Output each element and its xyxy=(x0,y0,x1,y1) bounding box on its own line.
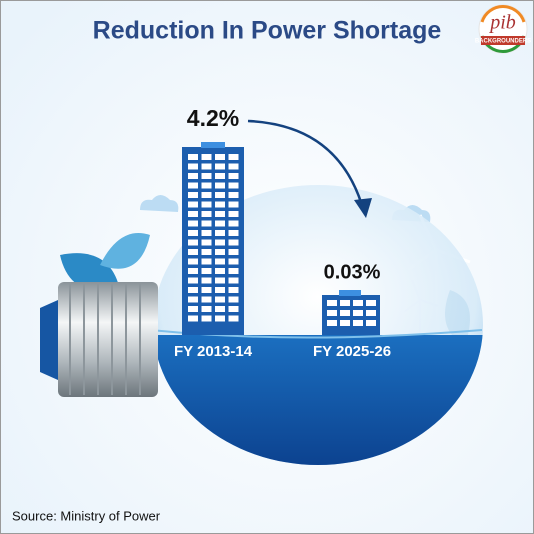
window xyxy=(201,258,212,265)
window xyxy=(188,306,198,312)
window xyxy=(215,277,225,284)
window xyxy=(188,201,198,208)
window xyxy=(201,315,212,322)
window xyxy=(228,163,239,170)
window xyxy=(201,296,212,303)
window xyxy=(327,310,337,316)
window xyxy=(228,277,239,284)
logo: pib BACKGROUNDERS xyxy=(475,4,531,54)
window xyxy=(201,277,212,284)
window xyxy=(201,211,212,217)
window xyxy=(228,192,239,198)
category-label: FY 2013-14 xyxy=(174,343,253,360)
window xyxy=(215,163,225,170)
window xyxy=(228,182,239,189)
window xyxy=(228,230,239,236)
value-label: 4.2% xyxy=(187,105,239,131)
window xyxy=(340,310,350,316)
window xyxy=(228,201,239,208)
window xyxy=(188,154,198,160)
window xyxy=(201,268,212,274)
window xyxy=(188,249,198,255)
window xyxy=(188,277,198,284)
window xyxy=(188,192,198,198)
window xyxy=(228,211,239,217)
window xyxy=(228,306,239,312)
window xyxy=(215,173,225,179)
window xyxy=(366,320,376,326)
window xyxy=(201,192,212,198)
logo-text: pib xyxy=(488,12,516,34)
window xyxy=(201,220,212,227)
window xyxy=(215,211,225,217)
window xyxy=(188,211,198,217)
window xyxy=(215,154,225,160)
arrow xyxy=(247,119,366,213)
window xyxy=(188,220,198,227)
window xyxy=(353,300,363,306)
window xyxy=(215,306,225,312)
window xyxy=(228,249,239,255)
window xyxy=(188,163,198,170)
window xyxy=(215,315,225,322)
arrow-head xyxy=(354,198,372,218)
window xyxy=(215,239,225,246)
window xyxy=(215,268,225,274)
window xyxy=(340,300,350,306)
window xyxy=(188,182,198,189)
window xyxy=(201,239,212,246)
window xyxy=(228,268,239,274)
window xyxy=(188,239,198,246)
buildings xyxy=(182,142,380,335)
window xyxy=(215,192,225,198)
window xyxy=(188,296,198,303)
window xyxy=(188,287,198,293)
window xyxy=(366,310,376,316)
window xyxy=(188,268,198,274)
window xyxy=(215,296,225,303)
source: Source: Ministry of Power xyxy=(12,508,161,523)
window xyxy=(228,154,239,160)
window xyxy=(188,315,198,322)
window xyxy=(340,320,350,326)
window xyxy=(228,220,239,227)
window xyxy=(215,230,225,236)
window xyxy=(215,220,225,227)
window xyxy=(201,230,212,236)
window xyxy=(228,239,239,246)
window xyxy=(228,296,239,303)
window xyxy=(215,249,225,255)
window xyxy=(201,163,212,170)
category-label: FY 2025-26 xyxy=(313,343,391,360)
value-label: 0.03% xyxy=(324,261,381,283)
window xyxy=(215,182,225,189)
window xyxy=(327,320,337,326)
window xyxy=(366,300,376,306)
window xyxy=(201,287,212,293)
logo-subtext: BACKGROUNDERS xyxy=(475,39,531,45)
window xyxy=(215,258,225,265)
window xyxy=(215,287,225,293)
window xyxy=(201,306,212,312)
window xyxy=(228,258,239,265)
window xyxy=(201,201,212,208)
window xyxy=(201,154,212,160)
window xyxy=(327,300,337,306)
window xyxy=(188,230,198,236)
window xyxy=(228,315,239,322)
window xyxy=(201,182,212,189)
window xyxy=(353,320,363,326)
window xyxy=(353,310,363,316)
window xyxy=(201,249,212,255)
window xyxy=(215,201,225,208)
window xyxy=(188,258,198,265)
window xyxy=(228,287,239,293)
title: Reduction In Power Shortage xyxy=(93,17,442,45)
window xyxy=(201,173,212,179)
window xyxy=(228,173,239,179)
window xyxy=(188,173,198,179)
